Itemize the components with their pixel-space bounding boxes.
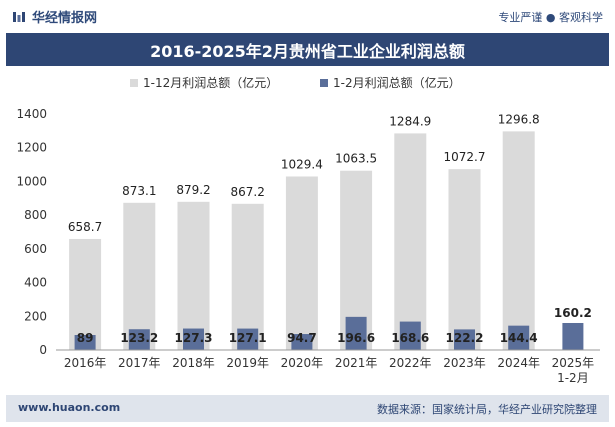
x-tick-label: 2025年 1-2月	[552, 356, 595, 385]
footer-url: www.huaon.com	[18, 401, 121, 414]
footer-source: 数据来源：国家统计局，华经产业研究院整理	[377, 403, 597, 416]
bar-jan-feb-label: 122.2	[446, 331, 484, 345]
bar-total	[123, 202, 156, 350]
bar-jan-feb	[562, 322, 584, 350]
brand: 华经情报网	[12, 7, 97, 26]
bar-jan-feb	[399, 321, 421, 350]
bar-total-label: 1072.7	[444, 150, 486, 164]
bar-jan-feb-label: 123.2	[120, 331, 158, 345]
y-tick-label: 1000	[16, 174, 47, 188]
y-tick-label: 400	[24, 276, 47, 290]
x-tick-label: 2017年	[118, 356, 161, 370]
bar-total	[231, 203, 264, 350]
x-tick-label: 2021年	[335, 356, 378, 370]
bars: 658.7 89 873.1 123.2 879.2 127.3 867.2 127.1 102…	[68, 112, 592, 350]
top-bar: 华经情报网 专业严谨 ● 客观科学	[0, 0, 615, 33]
bar-total-label: 658.7	[68, 220, 102, 234]
y-axis: 0 200 400 600 800 1000 1200 1400	[16, 107, 47, 357]
y-tick-label: 1200	[16, 141, 47, 155]
bar-jan-feb	[454, 329, 475, 350]
footer: www.huaon.com 数据来源：国家统计局，华经产业研究院整理	[6, 395, 609, 422]
bar-jan-feb	[128, 329, 150, 350]
bar-jan-feb-label: 89	[77, 331, 94, 345]
bar-jan-feb	[291, 334, 313, 350]
chart-title: 2016-2025年2月贵州省工业企业利润总额	[6, 33, 609, 66]
bar-total-label: 1029.4	[281, 157, 323, 171]
x-tick-label: 2022年	[389, 356, 432, 370]
bar-total	[394, 133, 427, 350]
bar-total	[177, 201, 210, 350]
y-tick-label: 0	[39, 343, 47, 357]
x-axis: 2016年 2017年 2018年 2019年 2020年 2021年 2022年 2023年…	[56, 349, 600, 385]
x-tick-label: 2023年	[443, 356, 486, 370]
brand-name: 华经情报网	[32, 11, 98, 26]
bar-jan-feb	[508, 325, 530, 350]
legend-label: 1-12月利润总额（亿元）	[143, 75, 278, 90]
bar-jan-feb-label: 127.3	[175, 331, 213, 345]
bar-jan-feb-label: 160.2	[554, 306, 592, 320]
bar-jan-feb	[345, 316, 367, 350]
x-tick-label: 2024年	[497, 356, 540, 370]
legend-swatch	[130, 79, 138, 87]
bar-total	[502, 131, 535, 350]
bar-total-label: 867.2	[231, 185, 265, 199]
y-tick-label: 1400	[16, 107, 47, 121]
bar-jan-feb-label: 168.6	[391, 331, 429, 345]
bar-jan-feb	[237, 328, 259, 350]
bar-total	[448, 169, 481, 350]
brand-logo-icon	[13, 11, 25, 22]
x-tick-label: 2019年	[226, 356, 269, 370]
bar-total	[69, 238, 102, 350]
bar-total-label: 873.1	[122, 184, 156, 198]
bar-total-label: 1296.8	[498, 112, 540, 126]
bar-jan-feb	[183, 328, 204, 350]
x-tick-label: 2020年	[281, 356, 324, 370]
bar-jan-feb-label: 144.4	[500, 331, 538, 345]
legend-label: 1-2月利润总额（亿元）	[333, 75, 461, 90]
legend-swatch	[320, 79, 328, 87]
bar-total-label: 1284.9	[389, 114, 431, 128]
x-tick-label: 2016年	[64, 356, 107, 370]
bar-jan-feb-label: 127.1	[229, 331, 267, 345]
bar-chart: 1-12月利润总额（亿元） 1-2月利润总额（亿元） 0 200 400 600 800 1…	[16, 75, 600, 385]
y-tick-label: 600	[24, 242, 47, 256]
x-tick-label: 2018年	[172, 356, 215, 370]
slogan: 专业严谨 ● 客观科学	[498, 11, 603, 24]
bar-jan-feb	[74, 334, 96, 350]
bar-total	[285, 176, 318, 350]
y-tick-label: 200	[24, 309, 47, 323]
y-tick-label: 800	[24, 208, 47, 222]
bar-total-label: 879.2	[176, 183, 210, 197]
bar-total-label: 1063.5	[335, 152, 377, 166]
bar-jan-feb-label: 94.7	[287, 331, 317, 345]
bar-jan-feb-label: 196.6	[337, 331, 375, 345]
legend: 1-12月利润总额（亿元） 1-2月利润总额（亿元）	[130, 75, 461, 90]
